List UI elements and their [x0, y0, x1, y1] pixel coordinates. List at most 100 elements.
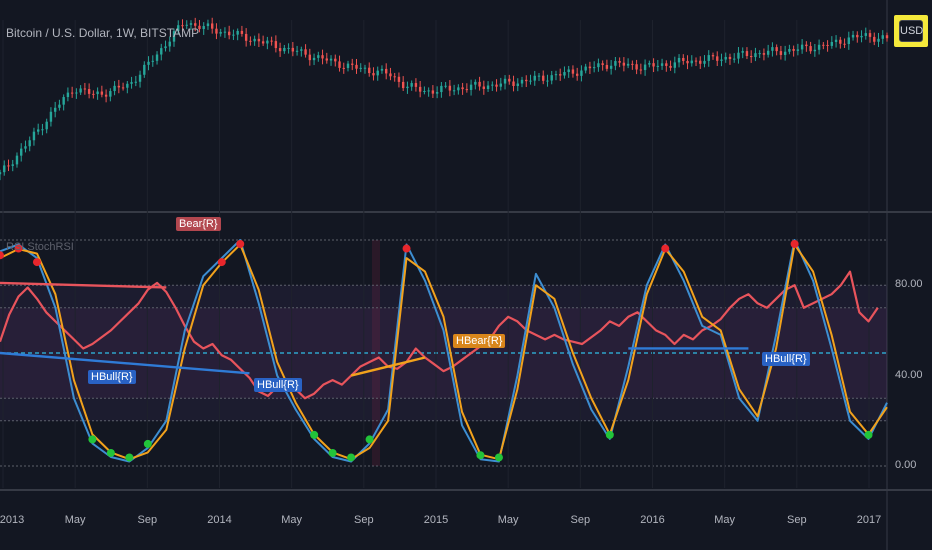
candle-body [440, 85, 443, 93]
candle-body [109, 91, 112, 97]
candle-body [508, 78, 511, 82]
candle-body [614, 61, 617, 66]
bear-signal-dot [32, 258, 41, 267]
bear-signal-dot [217, 258, 226, 267]
candle-body [342, 67, 345, 69]
candle-body [143, 64, 146, 75]
candle-body [495, 84, 498, 87]
candle-body [673, 62, 676, 68]
candle-body [754, 53, 757, 58]
x-tick-label: May [714, 514, 736, 526]
candle-body [733, 58, 736, 60]
candle-body [295, 50, 299, 52]
x-tick-label: 2014 [207, 514, 232, 526]
candle-body [864, 33, 867, 36]
candle-body [270, 40, 273, 42]
candle-body [559, 74, 562, 76]
candle-body [138, 74, 142, 82]
bear-signal-dot [661, 244, 670, 253]
candle-body [813, 49, 817, 52]
candle-body [609, 65, 613, 69]
candle-body [372, 73, 375, 76]
candle-body [694, 60, 698, 62]
candle-body [117, 85, 121, 88]
candle-body [49, 111, 53, 122]
candle-body [41, 129, 44, 131]
candle-body [716, 56, 719, 61]
candle-body [503, 78, 507, 84]
candle-body [779, 51, 783, 55]
x-tick-label: 2013 [0, 514, 25, 526]
candle-body [300, 49, 303, 51]
candle-body [418, 86, 422, 92]
candle-body [87, 89, 91, 94]
x-tick-label: Sep [137, 514, 158, 526]
candle-body [206, 23, 210, 27]
candle-body [194, 23, 197, 26]
divergence-label-bear: Bear{R} [176, 217, 221, 231]
candle-body [843, 43, 846, 45]
candle-body [788, 48, 791, 52]
candle-body [542, 75, 545, 81]
candle-body [796, 49, 800, 51]
candle-body [809, 46, 812, 52]
candle-body [278, 48, 282, 52]
candle-body [304, 49, 307, 55]
candle-body [346, 63, 350, 68]
candle-body [431, 90, 435, 94]
candle-body [202, 26, 205, 30]
candle-body [66, 92, 70, 98]
candle-body [177, 25, 180, 32]
candle-body [682, 57, 685, 61]
candle-body [461, 87, 464, 90]
bear-signal-dot [790, 240, 799, 248]
candle-body [571, 69, 575, 74]
x-tick-label: May [497, 514, 519, 526]
candle-body [393, 76, 396, 78]
candle-body [189, 23, 193, 25]
candle-body [385, 68, 388, 74]
y-tick-label: 0.00 [895, 459, 917, 471]
candle-body [368, 67, 371, 74]
currency-button[interactable]: USD [894, 15, 928, 47]
candle-body [601, 63, 604, 65]
bear-signal-dot [14, 244, 23, 253]
candle-body [533, 75, 536, 81]
bear-signal-dot [402, 244, 411, 253]
y-tick-label: 80.00 [895, 278, 923, 291]
candle-body [474, 81, 477, 85]
candle-body [499, 83, 502, 87]
candle-body [868, 33, 872, 37]
candle-body [329, 58, 333, 61]
candle-body [656, 65, 660, 67]
divergence-line-bear [0, 281, 167, 289]
candle-body [312, 57, 316, 61]
candle-body [92, 93, 95, 95]
bull-signal-dot [476, 451, 485, 460]
candle-body [643, 64, 647, 71]
bear-signal-dot [0, 251, 4, 260]
x-tick-label: Sep [787, 514, 807, 526]
candle-body [885, 35, 889, 39]
candle-body [877, 38, 880, 42]
candle-body [724, 56, 727, 60]
candle-body [75, 92, 78, 94]
candle-body [45, 121, 48, 130]
candle-body [652, 63, 655, 67]
candle-body [592, 67, 596, 69]
candle-body [406, 86, 409, 89]
currency-label: USD [899, 20, 923, 42]
indicator-title: RSI StochRSI [6, 241, 74, 253]
candle-body [690, 60, 693, 64]
candle-body [7, 165, 10, 167]
candle-body [96, 91, 99, 95]
candle-body [631, 63, 634, 65]
candle-body [227, 31, 231, 36]
candle-body [261, 41, 265, 44]
candle-body [104, 94, 108, 97]
candle-body [881, 35, 884, 39]
candle-body [580, 70, 583, 76]
candle-body [160, 48, 163, 55]
candle-body [669, 65, 672, 68]
candle-body [325, 58, 328, 61]
